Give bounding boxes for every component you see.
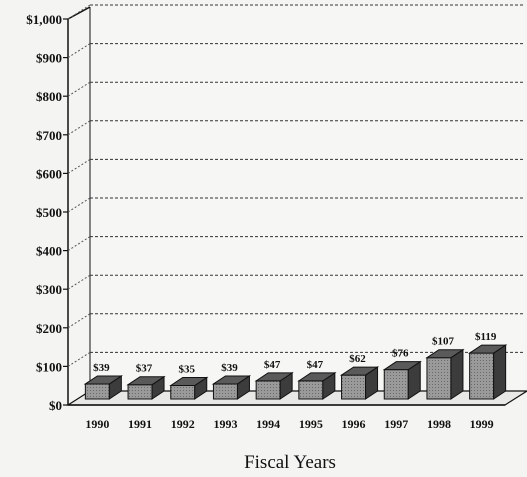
y-tick-label: $100	[36, 359, 62, 374]
data-label: $37	[136, 363, 153, 375]
bar-top	[425, 349, 465, 359]
grid-depth-line	[67, 236, 91, 252]
bar-front	[383, 369, 409, 400]
bar	[339, 366, 380, 400]
y-tick-label: $500	[36, 205, 62, 220]
back-wall	[90, 7, 525, 391]
bar	[126, 375, 166, 400]
bars	[83, 344, 508, 400]
y-tick-label: $0	[49, 398, 62, 413]
y-tick-label: $600	[36, 166, 62, 181]
y-tick-label: $1,000	[26, 12, 62, 27]
data-label: $39	[221, 362, 238, 374]
bar	[382, 360, 422, 400]
grid-depth-line	[67, 274, 91, 290]
top-edge	[67, 6, 91, 20]
bar-top	[254, 372, 294, 382]
data-label: $47	[264, 359, 281, 371]
bar	[169, 376, 209, 400]
bar-top	[211, 375, 252, 385]
grid-depth-line	[67, 313, 91, 329]
y-tick-label: $400	[36, 244, 62, 259]
bar-front	[127, 384, 153, 400]
data-label: $39	[93, 362, 110, 374]
data-label: $47	[307, 359, 324, 371]
y-axis-ticks: $0 $100 $200 $300 $400 $500 $600 $700 $800 $900 $1…	[26, 12, 68, 413]
bar-front	[255, 380, 281, 400]
bar	[211, 375, 252, 400]
bar-top	[382, 361, 422, 371]
grid-depth-line	[67, 81, 91, 97]
x-tick-label: 1997	[384, 417, 408, 431]
data-label: $35	[179, 363, 196, 375]
x-tick-label: 1998	[427, 417, 451, 431]
bar-front	[84, 383, 110, 400]
y-tick-label: $900	[36, 51, 62, 66]
plot-frame	[65, 6, 527, 406]
y-tick-label: $300	[36, 282, 62, 297]
x-tick-label: 1999	[470, 417, 494, 431]
data-label: $107	[432, 336, 455, 348]
bar	[297, 371, 337, 400]
x-tick-label: 1991	[128, 417, 152, 431]
bar-top	[297, 372, 337, 382]
bar-top	[126, 376, 166, 386]
y-tick-label: $800	[36, 89, 62, 104]
x-tick-label: 1994	[256, 417, 280, 431]
y-tick-label: $200	[36, 321, 62, 336]
bar-front	[212, 383, 238, 400]
x-axis-title: Fiscal Years	[244, 452, 336, 473]
grid-lines	[67, 4, 523, 367]
bar-front	[298, 380, 324, 400]
bar-side	[493, 344, 507, 400]
x-tick-label: 1990	[85, 417, 109, 431]
bar-front	[341, 374, 367, 400]
x-axis-ticks: 1990 1991 1992 1993 1994 1995 1996 1997 1998 1999	[85, 417, 493, 431]
x-tick-label: 1993	[213, 417, 237, 431]
bar-top	[339, 366, 380, 376]
bar	[425, 348, 465, 400]
grid-depth-line	[67, 158, 91, 174]
bar-front	[426, 357, 452, 400]
bar	[254, 371, 294, 400]
bar	[467, 344, 508, 400]
x-tick-label: 1995	[299, 417, 323, 431]
bar-top	[83, 375, 124, 385]
data-labels: $39 $37 $35 $39 $47 $47 $62 $76 $107 $119	[93, 331, 497, 375]
bar	[83, 375, 124, 400]
grid-depth-line	[67, 197, 91, 213]
grid-depth-line	[67, 43, 91, 59]
grid-depth-line	[67, 120, 91, 136]
x-tick-label: 1992	[171, 417, 195, 431]
bar-front	[170, 384, 196, 400]
y-tick-label: $700	[36, 128, 62, 143]
x-tick-label: 1996	[342, 417, 366, 431]
data-label: $76	[392, 348, 409, 360]
bar-front	[469, 352, 495, 400]
grid-depth-line	[67, 4, 91, 20]
data-label: $119	[475, 331, 497, 343]
grid-depth-line	[67, 351, 91, 367]
bar-top	[169, 376, 209, 386]
bar-top	[467, 344, 508, 354]
data-label: $62	[349, 353, 366, 365]
